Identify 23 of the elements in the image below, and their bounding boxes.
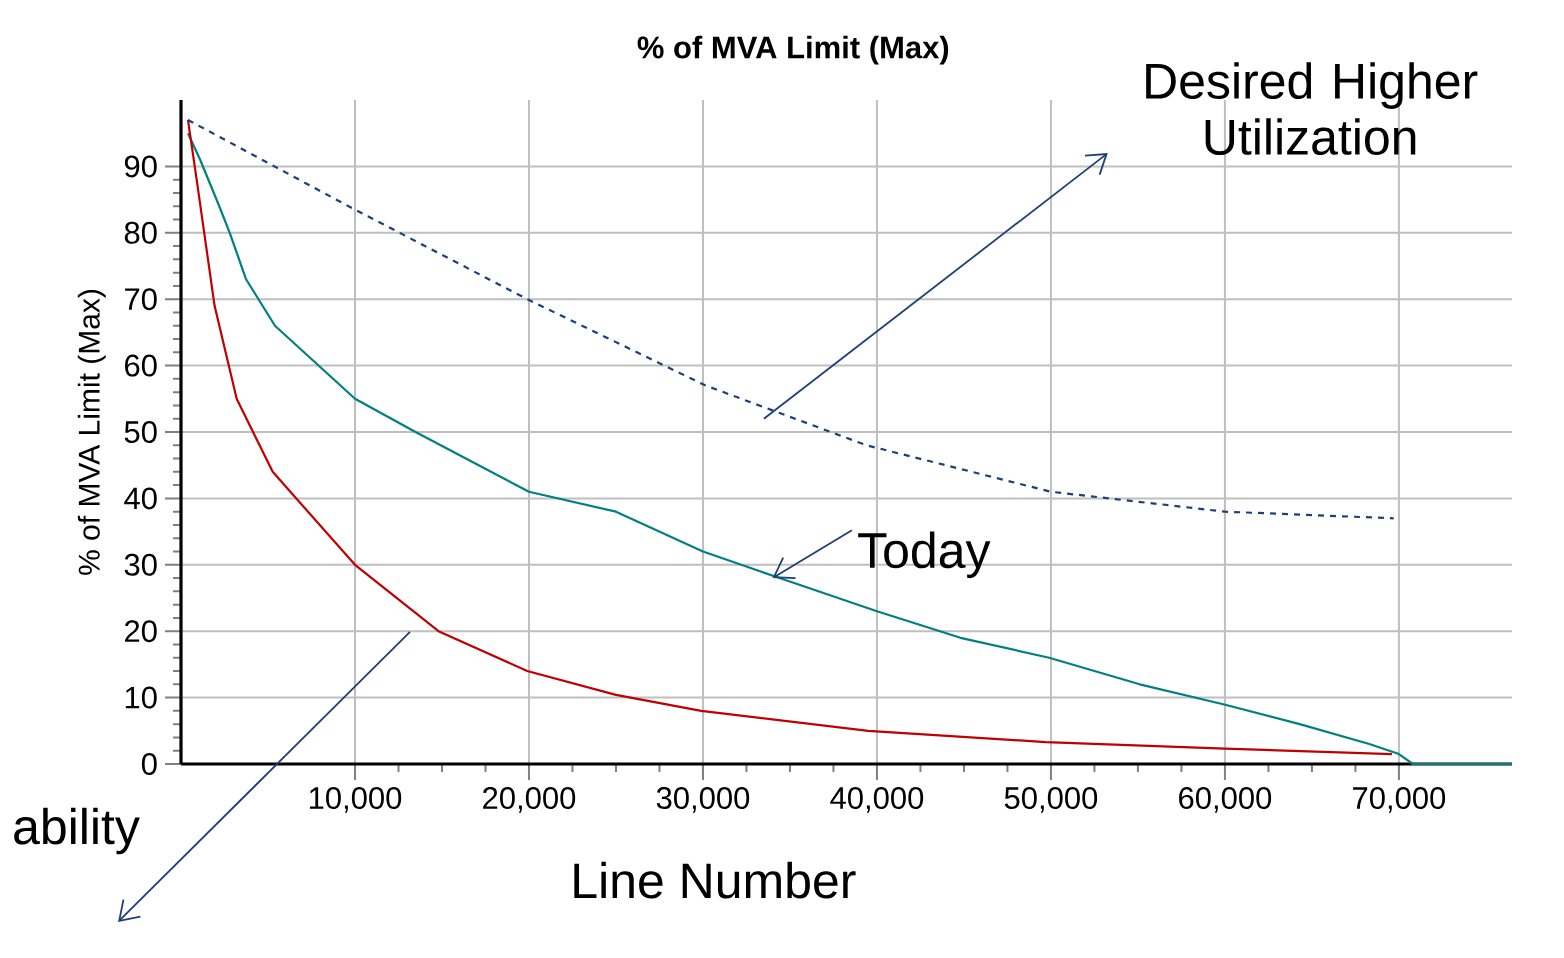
y-tick-label: 10 xyxy=(125,686,157,709)
y-tick-label: 60 xyxy=(125,354,157,377)
y-tick-label: 90 xyxy=(124,155,157,178)
x-axis-title: Line Number xyxy=(574,861,856,899)
x-tick-label: 40,000 xyxy=(830,787,924,813)
annotation: Today xyxy=(858,531,991,579)
y-tick-label: 80 xyxy=(124,221,157,244)
y-tick-label: 20 xyxy=(125,620,157,643)
annotation: Desired Higher Utilization xyxy=(1146,62,1478,155)
x-tick-label: 60,000 xyxy=(1179,787,1272,813)
x-tick-label: 10,000 xyxy=(309,787,402,813)
x-tick-label: 30,000 xyxy=(656,787,750,813)
y-axis-title: % of MVA Limit (Max) xyxy=(77,289,106,575)
x-tick-label: 50,000 xyxy=(1004,787,1098,813)
x-tick-label: 70,000 xyxy=(1353,787,1446,813)
y-tick-label: 50 xyxy=(124,421,157,443)
chart-title: % of MVA Limit (Max) xyxy=(637,35,949,65)
x-tick-label: 20,000 xyxy=(483,787,576,813)
text: ability xyxy=(14,807,140,855)
y-tick-label: 70 xyxy=(125,288,157,311)
y-tick-label: 30 xyxy=(124,553,157,576)
y-tick-label: 0 xyxy=(141,753,157,775)
y-tick-label: 40 xyxy=(124,487,157,510)
